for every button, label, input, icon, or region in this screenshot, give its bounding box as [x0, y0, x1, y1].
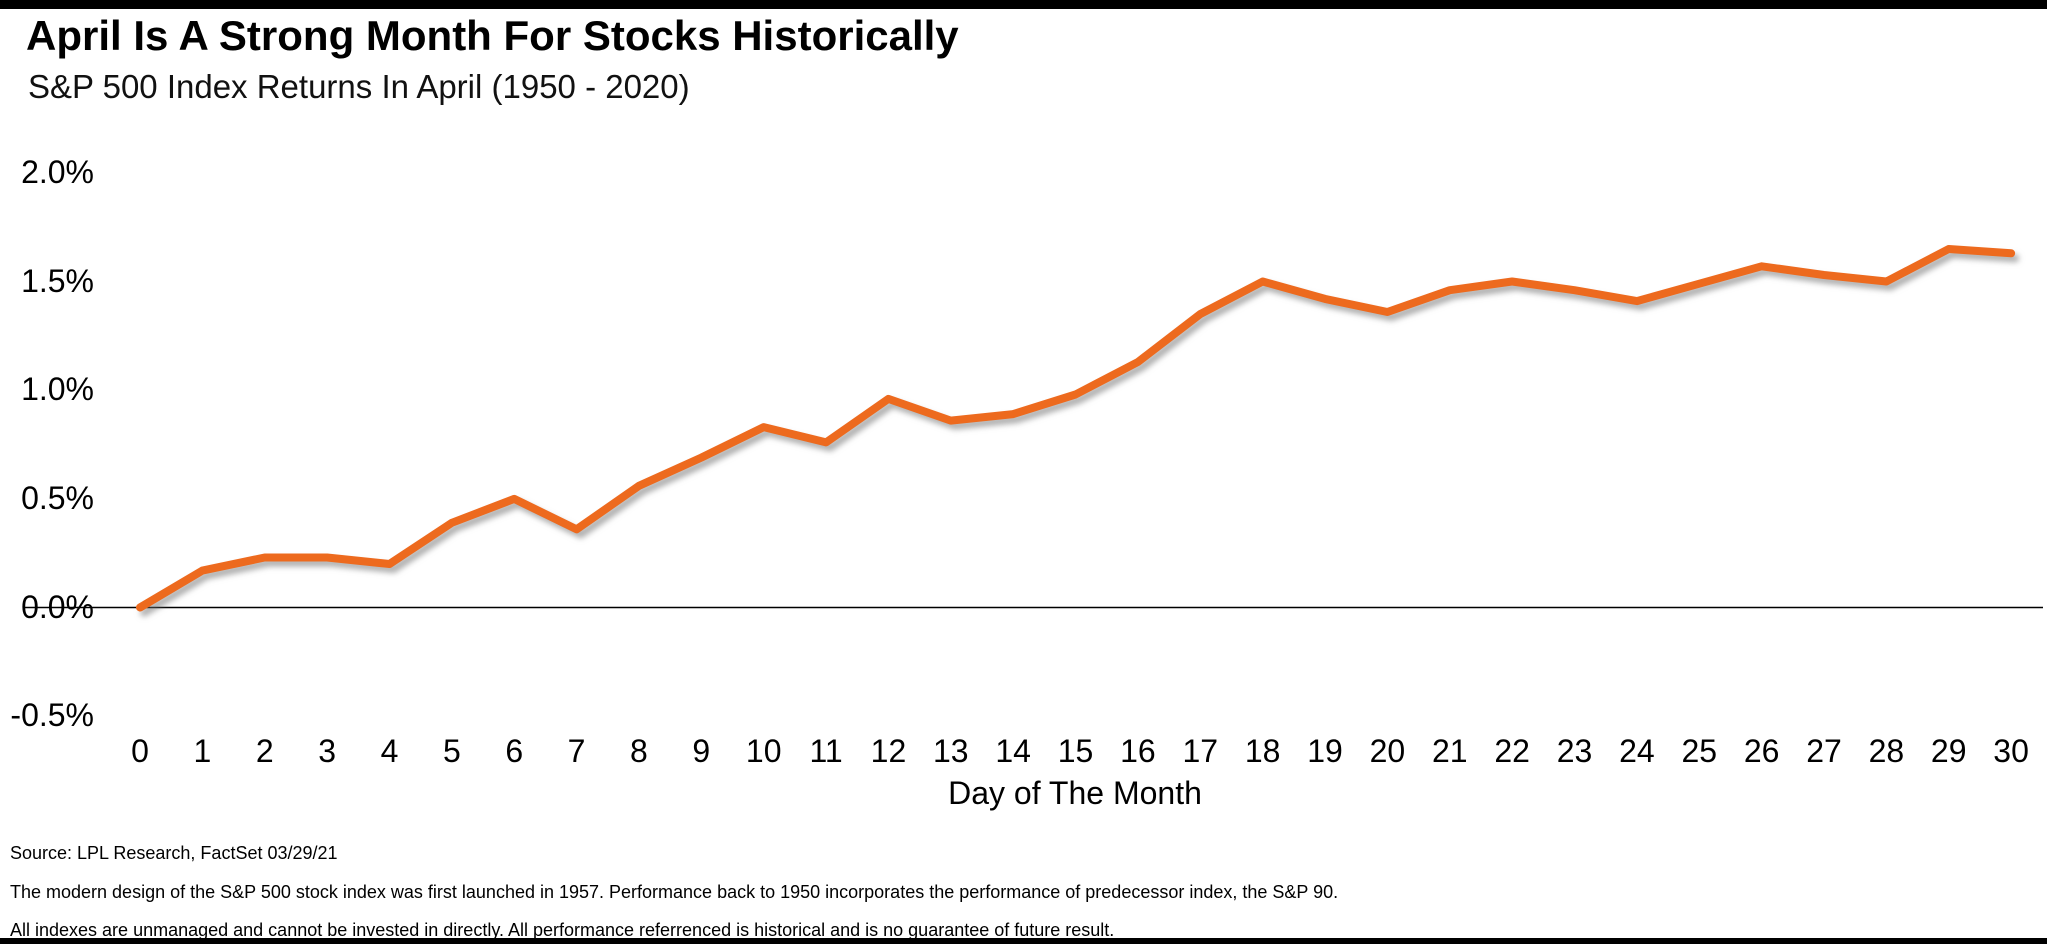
- x-axis-label: 15: [1057, 733, 1094, 769]
- chart-subtitle: S&P 500 Index Returns In April (1950 - 2…: [28, 68, 690, 105]
- x-axis-label: 2: [255, 733, 274, 769]
- x-axis-label: 27: [1806, 733, 1842, 769]
- y-axis-label: -0.5%: [10, 697, 94, 734]
- disclaimer-note-1: The modern design of the S&P 500 stock i…: [10, 882, 1339, 902]
- x-axis-label: 17: [1182, 733, 1219, 769]
- x-axis-label: 9: [692, 733, 711, 769]
- chart-title: April Is A Strong Month For Stocks Histo…: [26, 12, 959, 59]
- x-axis-label: 11: [809, 733, 843, 769]
- x-axis-label: 18: [1244, 733, 1281, 769]
- source-note: Source: LPL Research, FactSet 03/29/21: [10, 843, 338, 863]
- disclaimer-note-2: All indexes are unmanaged and cannot be …: [10, 920, 1115, 940]
- x-axis-label: 7: [567, 733, 586, 769]
- x-axis-label: 4: [380, 733, 399, 769]
- x-axis-label: 8: [630, 733, 648, 769]
- y-axis-label: 0.0%: [21, 588, 94, 625]
- x-axis-label: 29: [1930, 733, 1967, 769]
- x-axis-title: Day of The Month: [948, 775, 1202, 811]
- y-axis-label: 1.5%: [21, 262, 94, 299]
- x-axis-label: 10: [745, 733, 782, 769]
- x-axis-label: 30: [1993, 733, 2029, 769]
- x-axis-label: 0: [131, 733, 149, 769]
- x-axis-label: 20: [1369, 733, 1406, 769]
- x-axis-label: 21: [1431, 733, 1468, 769]
- x-axis-label: 23: [1556, 733, 1593, 769]
- y-axis-label: 1.0%: [21, 371, 94, 408]
- x-axis-label: 1: [193, 733, 212, 769]
- x-axis-label: 12: [870, 733, 907, 769]
- x-axis-label: 14: [995, 733, 1031, 769]
- y-axis-label: 2.0%: [21, 153, 94, 190]
- sp500-april-returns-line: [136, 245, 2016, 612]
- y-axis-label: 0.5%: [21, 479, 94, 516]
- x-axis-label: 3: [318, 733, 336, 769]
- x-axis-label: 6: [505, 733, 524, 769]
- x-axis-label: 13: [933, 733, 969, 769]
- x-axis-label: 25: [1681, 733, 1718, 769]
- x-axis-label: 24: [1619, 733, 1655, 769]
- x-axis-label: 26: [1743, 733, 1780, 769]
- x-axis-label: 19: [1307, 733, 1343, 769]
- bottom-border-bar: [0, 938, 2047, 944]
- x-axis-label: 28: [1868, 733, 1905, 769]
- x-axis-label: 16: [1120, 733, 1156, 769]
- top-border-bar: [0, 0, 2047, 9]
- x-axis-label: 5: [442, 733, 461, 769]
- x-axis-label: 22: [1494, 733, 1530, 769]
